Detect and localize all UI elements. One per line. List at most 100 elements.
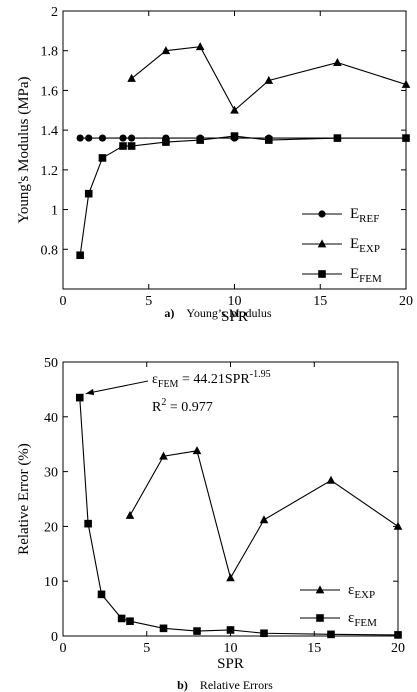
y-tick-label: 0 bbox=[51, 630, 58, 645]
data-point bbox=[125, 510, 135, 519]
data-point bbox=[76, 134, 84, 142]
y-tick-label: 1.8 bbox=[41, 45, 59, 60]
x-tick-label: 10 bbox=[224, 641, 238, 656]
legend-subscript: EXP bbox=[354, 589, 375, 601]
data-point bbox=[265, 136, 273, 144]
annotation-equation: εFEM = 44.21SPR-1.95 bbox=[152, 369, 271, 390]
data-point bbox=[230, 132, 239, 140]
legend-symbol: ε bbox=[348, 582, 354, 598]
data-point bbox=[333, 134, 342, 142]
y-tick-label: 1 bbox=[51, 204, 58, 219]
data-point bbox=[159, 624, 168, 633]
eq-body: = 44.21SPR bbox=[178, 372, 250, 387]
panel-youngs-modulus: 0 5 10 15 20 0.8 1 1.2 1.4 1.6 1.8 2 SPR Young's Modu… bbox=[16, 5, 413, 325]
series-exp bbox=[125, 446, 403, 582]
data-point bbox=[226, 573, 235, 582]
data-point bbox=[76, 251, 84, 260]
legend-marker bbox=[318, 270, 326, 278]
panel-relative-errors: 0 5 10 15 20 0 10 20 30 40 50 SPR Relative Error (%)… bbox=[16, 356, 405, 692]
legend-marker bbox=[315, 585, 325, 594]
y-axis-label: Young's Modulus (MPa) bbox=[16, 76, 32, 223]
data-point bbox=[162, 138, 170, 146]
data-point bbox=[393, 521, 403, 530]
data-point bbox=[84, 519, 92, 528]
panel-caption-text: Relative Errors bbox=[200, 678, 273, 692]
legend-symbol: E bbox=[350, 266, 359, 282]
legend-symbol: E bbox=[350, 236, 359, 252]
data-point bbox=[195, 42, 205, 51]
data-point bbox=[192, 446, 202, 455]
x-tick-label: 0 bbox=[60, 641, 67, 656]
r2-exponent: 2 bbox=[161, 397, 166, 408]
data-point bbox=[260, 629, 268, 638]
series-fem bbox=[76, 132, 410, 260]
data-point bbox=[98, 134, 107, 142]
data-point bbox=[126, 617, 134, 626]
y-tick-label: 0.8 bbox=[41, 243, 59, 258]
r2-label: R bbox=[152, 400, 162, 415]
x-axis-label: SPR bbox=[221, 309, 248, 325]
legend-label: EEXP bbox=[350, 236, 380, 255]
legend-marker bbox=[318, 210, 326, 218]
legend-label: EREF bbox=[350, 206, 379, 225]
data-point bbox=[226, 626, 235, 634]
annotation-r2: R2 = 0.977 bbox=[152, 397, 213, 415]
x-axis-label: SPR bbox=[217, 656, 244, 672]
y-tick-label: 2 bbox=[51, 5, 58, 20]
data-point bbox=[127, 142, 136, 150]
series-line bbox=[129, 450, 399, 580]
legend-marker bbox=[316, 614, 324, 622]
panel-label: a) bbox=[164, 306, 174, 320]
eq-exponent: -1.95 bbox=[250, 369, 271, 380]
eq-symbol: ε bbox=[152, 372, 158, 387]
data-point bbox=[264, 75, 274, 84]
data-point bbox=[333, 58, 342, 67]
y-tick-label: 20 bbox=[44, 520, 58, 535]
legend-subscript: EXP bbox=[359, 243, 380, 255]
data-point bbox=[119, 134, 127, 142]
x-tick-label: 20 bbox=[391, 641, 405, 656]
data-point bbox=[117, 614, 126, 623]
data-point bbox=[196, 136, 204, 144]
x-tick-label: 5 bbox=[143, 641, 150, 656]
legend-symbol: ε bbox=[348, 610, 354, 626]
panel-label: b) bbox=[177, 678, 188, 692]
annotation-arrow bbox=[85, 380, 149, 395]
data-point bbox=[75, 393, 84, 402]
data-point bbox=[327, 630, 335, 639]
legend-symbol: E bbox=[350, 206, 359, 222]
y-tick-label: 1.4 bbox=[41, 124, 59, 139]
legend-label: εFEM bbox=[348, 610, 377, 629]
legend-subscript: FEM bbox=[359, 273, 382, 285]
y-tick-label: 1.2 bbox=[41, 164, 59, 179]
x-tick-label: 15 bbox=[313, 294, 327, 309]
data-point bbox=[394, 631, 402, 639]
legend-subscript: FEM bbox=[354, 617, 377, 629]
data-point bbox=[84, 189, 93, 198]
series-fem bbox=[75, 393, 402, 639]
data-point bbox=[230, 105, 239, 114]
panel-caption-text: Young’s Modulus bbox=[186, 306, 271, 320]
y-tick-label: 1.6 bbox=[41, 84, 59, 99]
r2-value: = 0.977 bbox=[166, 400, 212, 415]
data-point bbox=[98, 154, 107, 162]
panel-caption: a) Young’s Modulus bbox=[164, 306, 271, 320]
data-point bbox=[326, 475, 336, 484]
data-point bbox=[159, 451, 168, 460]
series-exp bbox=[127, 42, 411, 114]
x-tick-label: 10 bbox=[228, 294, 242, 309]
data-point bbox=[127, 73, 136, 82]
y-axis-label: Relative Error (%) bbox=[16, 443, 32, 555]
legend-marker bbox=[317, 239, 327, 248]
x-tick-label: 5 bbox=[145, 294, 152, 309]
legend-label: εEXP bbox=[348, 582, 375, 601]
data-point bbox=[97, 590, 106, 599]
data-point bbox=[402, 134, 410, 142]
x-tick-label: 15 bbox=[307, 641, 321, 656]
annotation-arrowhead bbox=[85, 388, 95, 396]
legend-subscript: REF bbox=[359, 213, 379, 225]
data-point bbox=[259, 515, 269, 524]
data-point bbox=[401, 79, 411, 88]
